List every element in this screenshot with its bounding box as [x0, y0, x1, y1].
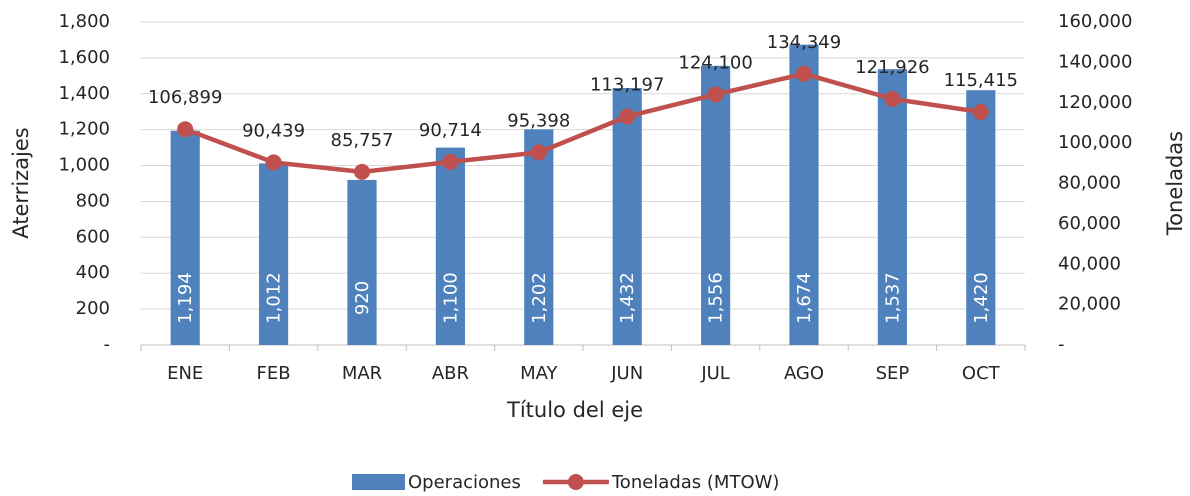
line-marker	[708, 86, 724, 102]
line-value-label: 124,100	[678, 52, 752, 73]
line-marker	[973, 104, 989, 120]
y2-tick-label: 80,000	[1058, 173, 1121, 194]
x-tick-label: ABR	[432, 363, 469, 384]
line-value-label: 121,926	[855, 57, 929, 78]
line-value-label: 113,197	[590, 74, 664, 95]
bar-value-label: 1,420	[971, 272, 992, 324]
x-tick-label: AGO	[784, 363, 824, 384]
y-axis-title: Aterrizajes	[9, 127, 33, 238]
y2-tick-label: -	[1058, 334, 1065, 355]
page: Título del eje Aterrizajes Toneladas - 20…	[0, 0, 1190, 496]
chart: Título del eje Aterrizajes Toneladas - 20…	[0, 0, 1190, 496]
line-marker	[266, 154, 282, 170]
y-tick-label: 1,200	[58, 119, 110, 140]
line-value-label: 85,757	[331, 130, 394, 151]
x-tick-label: JUL	[700, 363, 730, 384]
bar-value-label: 1,194	[175, 272, 196, 324]
line-value-label: 106,899	[148, 87, 222, 108]
legend-swatch	[352, 474, 405, 490]
line-value-label: 134,349	[767, 32, 841, 53]
x-tick-label: ENE	[167, 363, 203, 384]
bar-value-label: 1,537	[882, 272, 903, 324]
y2-tick-label: 140,000	[1058, 51, 1132, 72]
bar-value-label: 1,432	[617, 272, 638, 324]
y-tick-label: 400	[76, 262, 110, 283]
legend-label: Operaciones	[408, 472, 521, 493]
line-marker	[442, 154, 458, 170]
line-marker	[531, 144, 547, 160]
y2-tick-label: 100,000	[1058, 132, 1132, 153]
x-tick-label: FEB	[257, 363, 291, 384]
y2-tick-label: 40,000	[1058, 253, 1121, 274]
bar-value-label: 920	[352, 281, 373, 315]
bar-value-label: 1,556	[706, 272, 727, 324]
y-tick-label: 1,600	[58, 47, 110, 68]
bar-value-label: 1,202	[529, 272, 550, 324]
legend-marker	[568, 474, 584, 490]
y2-tick-label: 60,000	[1058, 213, 1121, 234]
line-marker	[619, 108, 635, 124]
y2-tick-label: 20,000	[1058, 294, 1121, 315]
line-marker	[796, 66, 812, 82]
line-marker	[354, 164, 370, 180]
y-tick-label: 600	[76, 226, 110, 247]
bar-value-label: 1,100	[440, 272, 461, 324]
y-tick-label: 200	[76, 298, 110, 319]
y-tick-label: 800	[76, 190, 110, 211]
line-value-label: 115,415	[944, 70, 1018, 91]
bar-value-label: 1,674	[794, 272, 815, 324]
x-tick-label: JUN	[610, 363, 643, 384]
line-value-label: 90,439	[242, 120, 305, 141]
y-tick-label: 1,800	[58, 11, 110, 32]
y-tick-label: -	[104, 334, 111, 355]
y2-tick-label: 160,000	[1058, 11, 1132, 32]
legend-label: Toneladas (MTOW)	[611, 472, 780, 493]
y2-axis-title: Toneladas	[1163, 131, 1187, 236]
line-value-label: 90,714	[419, 120, 482, 141]
line-marker	[177, 121, 193, 137]
line-marker	[884, 91, 900, 107]
x-axis-title: Título del eje	[506, 398, 643, 422]
x-tick-label: MAY	[520, 363, 558, 384]
y2-tick-label: 120,000	[1058, 92, 1132, 113]
line-value-label: 95,398	[507, 110, 570, 131]
x-tick-label: MAR	[342, 363, 382, 384]
x-tick-label: OCT	[962, 363, 1001, 384]
y-tick-label: 1,400	[58, 83, 110, 104]
x-tick-label: SEP	[876, 363, 910, 384]
bar	[347, 180, 376, 345]
y-tick-label: 1,000	[58, 155, 110, 176]
bar-value-label: 1,012	[264, 272, 285, 324]
